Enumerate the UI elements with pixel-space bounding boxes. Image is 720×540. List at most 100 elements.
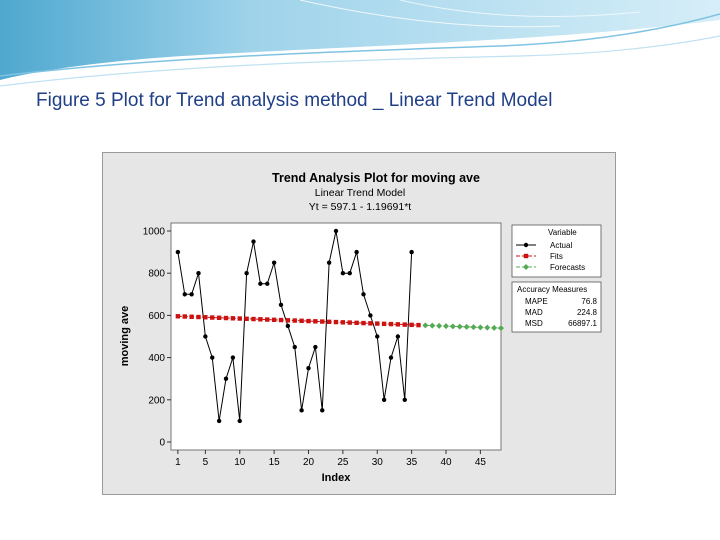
actual-point [216,418,222,424]
actual-point [196,271,201,276]
y-tick-label: 400 [148,353,165,364]
forecasts-point [456,323,463,330]
fits-point [278,317,284,323]
forecasts-point [429,322,436,329]
fits-point [216,315,222,320]
forecasts-point [443,323,449,330]
actual-point [271,260,277,265]
x-tick-label: 10 [234,457,246,468]
fits-point [354,320,359,326]
accuracy-mad-label: MAD [525,308,543,317]
fits-point [368,321,373,326]
fits-point [265,317,270,322]
forecasts-point [463,323,470,330]
accuracy-msd-label: MSD [525,319,543,328]
x-tick-label: 30 [372,457,384,468]
actual-point [203,334,208,339]
fits-point [189,314,194,319]
forecasts-point [484,324,491,331]
fits-point [409,322,414,328]
accuracy-title: Accuracy Measures [517,285,587,294]
legend-forecasts-label: Forecasts [550,263,585,272]
y-axis-label: moving ave [119,306,131,367]
fits-point [223,315,229,321]
legend-fits-label: Fits [550,252,563,261]
accuracy-mad-value: 224.8 [577,308,598,317]
trend-analysis-chart: Trend Analysis Plot for moving ave Linea… [119,171,602,484]
actual-point [265,281,270,286]
fits-point [299,318,304,324]
fits-point [203,315,208,320]
chart-frame: Trend Analysis Plot for moving ave Linea… [102,152,616,495]
series-markers [175,228,504,424]
actual-point [313,344,318,350]
fits-point [237,316,242,321]
x-tick-label: 40 [440,457,452,468]
accuracy-box [511,281,602,333]
plot-area [170,222,502,451]
actual-point [381,397,387,402]
fits-point [416,322,421,328]
actual-point [258,281,263,286]
fits-point [320,319,325,324]
actual-point [175,249,181,255]
actual-point [347,271,352,276]
x-tick-label: 15 [269,457,281,468]
fits-point [210,315,215,320]
fits-point [285,318,291,323]
fits-point [402,322,407,327]
y-tick-label: 0 [159,438,165,449]
forecasts-point [422,322,429,329]
chart-title: Trend Analysis Plot for moving ave [272,171,480,185]
forecasts-point [436,322,443,329]
y-tick-label: 800 [148,269,165,280]
legend-fits-marker [523,253,529,259]
accuracy-msd-value: 66897.1 [568,319,597,328]
forecasts-point [477,324,484,331]
fits-point [230,316,236,321]
fits-point [381,321,387,327]
accuracy-mape-label: MAPE [525,297,548,306]
actual-point [320,408,325,413]
slide-title: Figure 5 Plot for Trend analysis method … [36,90,553,111]
legend-actual-label: Actual [550,241,572,250]
x-axis-label: Index [322,472,352,484]
fits-point [347,320,352,325]
actual-point [292,344,297,350]
x-tick-label: 25 [337,457,349,468]
fits-point [313,319,318,324]
actual-point [223,376,229,381]
actual-point [368,313,373,318]
actual-point [189,292,194,297]
actual-point [278,302,284,308]
forecasts-point [498,325,504,332]
actual-point [326,260,332,265]
actual-point [354,249,359,255]
actual-point [340,271,346,276]
actual-point [375,334,380,339]
y-tick-label: 200 [148,395,165,406]
actual-point [237,418,242,424]
fits-point [244,316,249,321]
y-tick-label: 1000 [143,227,166,238]
fits-point [388,321,394,327]
actual-point [388,355,394,360]
x-tick-label: 1 [175,457,181,468]
y-axis-ticks: 0 200 400 600 800 1000 [143,227,171,449]
chart-equation: Yt = 597.1 - 1.19691*t [309,201,412,213]
forecasts-point [491,324,498,331]
x-tick-label: 20 [303,457,315,468]
fits-point [333,319,339,325]
fits-point [251,316,256,322]
actual-point [409,249,414,255]
actual-point [182,292,187,297]
chart-subtitle: Linear Trend Model [315,187,405,199]
actual-point [333,228,339,234]
legend-actual-marker [523,242,529,248]
legend-title: Variable [548,228,577,237]
legend-forecasts-marker [523,264,529,270]
fits-point [175,314,181,319]
fits-point [258,317,263,322]
fits-point [292,318,297,323]
accuracy-mape-value: 76.8 [581,297,597,306]
